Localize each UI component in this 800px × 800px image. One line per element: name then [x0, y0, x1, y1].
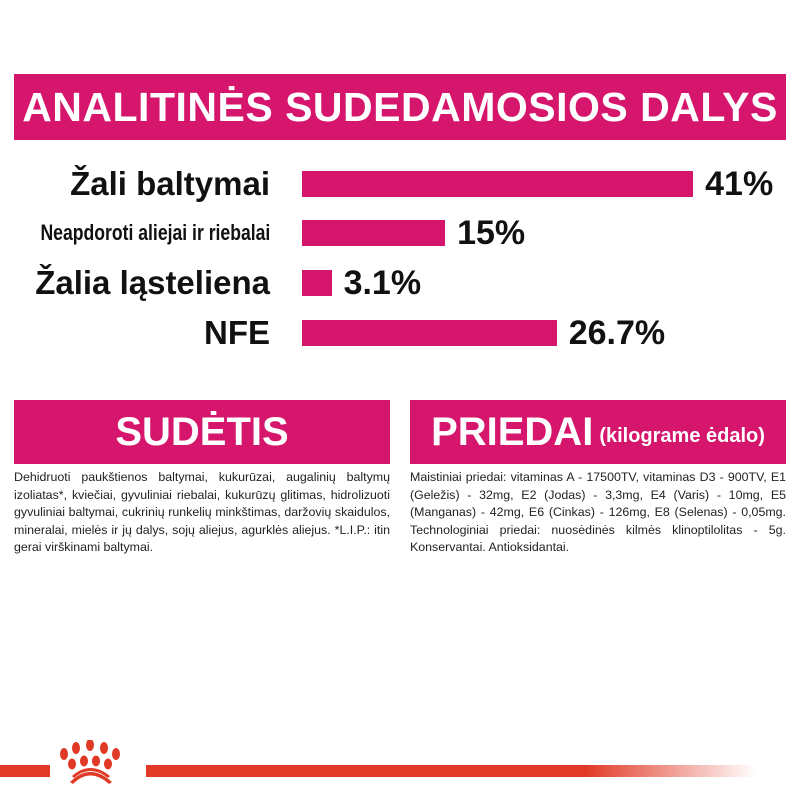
bar: [302, 220, 446, 246]
chart-row: Žalia ląsteliena 3.1%: [0, 263, 800, 303]
value-label: 15%: [457, 214, 526, 252]
value-label: 41%: [705, 165, 774, 203]
additives-subtitle: (kilograme ėdalo): [599, 424, 765, 447]
section-title-analytical: ANALITINĖS SUDEDAMOSIOS DALYS: [14, 74, 786, 140]
category-label: Žalia ląsteliena: [35, 264, 270, 301]
composition-header: SUDĖTIS: [14, 400, 390, 464]
chart-row: Žali baltymai 41%: [0, 164, 800, 204]
composition-text: Dehidruoti paukštienos baltymai, kukurūz…: [14, 470, 390, 555]
bar: [302, 270, 332, 296]
additives-title: PRIEDAI: [431, 409, 594, 454]
composition-title: SUDĖTIS: [115, 409, 289, 454]
additives-header: PRIEDAI (kilograme ėdalo): [410, 400, 786, 464]
footer-line-right: [146, 765, 756, 777]
category-label: Žali baltymai: [70, 165, 270, 202]
bar: [302, 320, 557, 346]
crown-logo-icon: [60, 740, 120, 784]
category-label: Neapdoroti aliejai ir riebalai: [40, 220, 270, 245]
value-label: 26.7%: [568, 314, 666, 352]
additives-text: Maistiniai priedai: vitaminas A - 17500T…: [410, 470, 786, 555]
category-label: NFE: [204, 314, 270, 351]
bar: [302, 171, 694, 197]
chart-row: NFE 26.7%: [0, 313, 800, 353]
value-label: 3.1%: [343, 264, 422, 302]
footer-line-left: [0, 765, 50, 777]
chart-row: Neapdoroti aliejai ir riebalai 15%: [0, 213, 800, 253]
